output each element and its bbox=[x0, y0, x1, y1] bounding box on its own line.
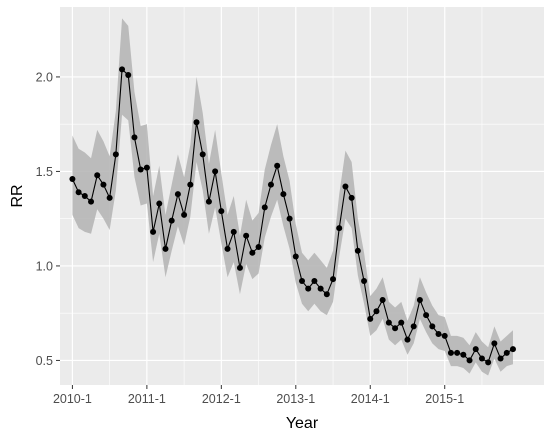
data-point bbox=[336, 225, 343, 232]
data-point bbox=[342, 183, 349, 190]
data-point bbox=[187, 181, 194, 188]
data-point bbox=[100, 181, 107, 188]
y-tick-label: 2.0 bbox=[36, 70, 53, 84]
data-point bbox=[156, 200, 163, 207]
x-tick-label: 2014-1 bbox=[351, 392, 390, 406]
x-tick-label: 2013-1 bbox=[276, 392, 315, 406]
data-point bbox=[224, 245, 231, 252]
data-point bbox=[447, 349, 454, 356]
data-point bbox=[392, 325, 399, 332]
data-point bbox=[509, 346, 516, 353]
data-point bbox=[323, 291, 330, 298]
data-point bbox=[379, 296, 386, 303]
data-point bbox=[119, 66, 126, 73]
y-axis: 0.5 1.0 1.5 2.0 bbox=[36, 70, 60, 368]
data-point bbox=[243, 232, 250, 239]
x-tick-label: 2010-1 bbox=[53, 392, 92, 406]
data-point bbox=[137, 166, 144, 173]
data-point bbox=[193, 119, 200, 126]
data-point bbox=[429, 323, 436, 330]
data-point bbox=[423, 312, 430, 319]
data-point bbox=[410, 323, 417, 330]
data-point bbox=[230, 228, 237, 235]
data-point bbox=[112, 151, 119, 158]
data-point bbox=[497, 355, 504, 362]
data-point bbox=[354, 247, 361, 254]
x-tick-label: 2015-1 bbox=[425, 392, 464, 406]
data-point bbox=[168, 217, 175, 224]
data-point bbox=[503, 349, 510, 356]
data-point bbox=[249, 249, 256, 256]
data-point bbox=[286, 215, 293, 222]
data-point bbox=[174, 191, 181, 198]
data-point bbox=[94, 172, 101, 179]
data-point bbox=[373, 308, 380, 315]
plot-panel bbox=[60, 7, 544, 385]
data-point bbox=[125, 72, 132, 79]
data-point bbox=[292, 253, 299, 260]
data-point bbox=[88, 198, 95, 205]
data-point bbox=[454, 349, 461, 356]
data-point bbox=[255, 244, 262, 251]
data-point bbox=[361, 278, 368, 285]
data-point bbox=[218, 208, 225, 215]
data-point bbox=[267, 181, 274, 188]
data-point bbox=[212, 168, 219, 175]
data-point bbox=[466, 357, 473, 364]
data-point bbox=[236, 264, 243, 271]
data-point bbox=[485, 359, 492, 366]
data-point bbox=[162, 245, 169, 252]
data-point bbox=[261, 204, 268, 211]
data-points bbox=[69, 66, 516, 366]
confidence-ribbon bbox=[72, 18, 513, 376]
data-point bbox=[181, 211, 188, 218]
data-point bbox=[385, 319, 392, 326]
data-point bbox=[491, 340, 498, 347]
y-axis-title: RR bbox=[9, 184, 26, 207]
data-point bbox=[199, 151, 206, 158]
data-point bbox=[348, 194, 355, 201]
data-point bbox=[478, 355, 485, 362]
data-point bbox=[460, 351, 467, 358]
data-point bbox=[106, 194, 113, 201]
data-point bbox=[472, 346, 479, 353]
data-point bbox=[299, 278, 305, 285]
data-point bbox=[317, 285, 324, 292]
x-tick-label: 2012-1 bbox=[202, 392, 241, 406]
data-point bbox=[441, 332, 448, 339]
data-point bbox=[75, 189, 82, 196]
y-tick-label: 1.0 bbox=[36, 259, 53, 273]
x-tick-label: 2011-1 bbox=[128, 392, 166, 406]
data-point bbox=[69, 175, 76, 182]
data-point bbox=[305, 285, 312, 292]
data-point bbox=[435, 330, 442, 337]
y-tick-label: 0.5 bbox=[36, 354, 53, 368]
data-point bbox=[416, 296, 423, 303]
data-point bbox=[81, 193, 88, 199]
data-point bbox=[143, 164, 150, 171]
data-point bbox=[205, 198, 212, 205]
data-point bbox=[311, 278, 318, 285]
y-tick-label: 1.5 bbox=[36, 165, 53, 179]
data-point bbox=[150, 228, 157, 235]
data-point bbox=[367, 315, 374, 322]
data-point bbox=[280, 191, 287, 198]
data-point bbox=[330, 276, 337, 283]
data-point bbox=[131, 134, 138, 141]
data-point bbox=[404, 336, 411, 343]
data-point bbox=[274, 162, 281, 169]
x-axis-title: Year bbox=[286, 415, 319, 432]
x-axis: 2010-1 2011-1 2012-1 2013-1 2014-1 2015-1 bbox=[53, 385, 464, 406]
data-point bbox=[398, 319, 405, 326]
